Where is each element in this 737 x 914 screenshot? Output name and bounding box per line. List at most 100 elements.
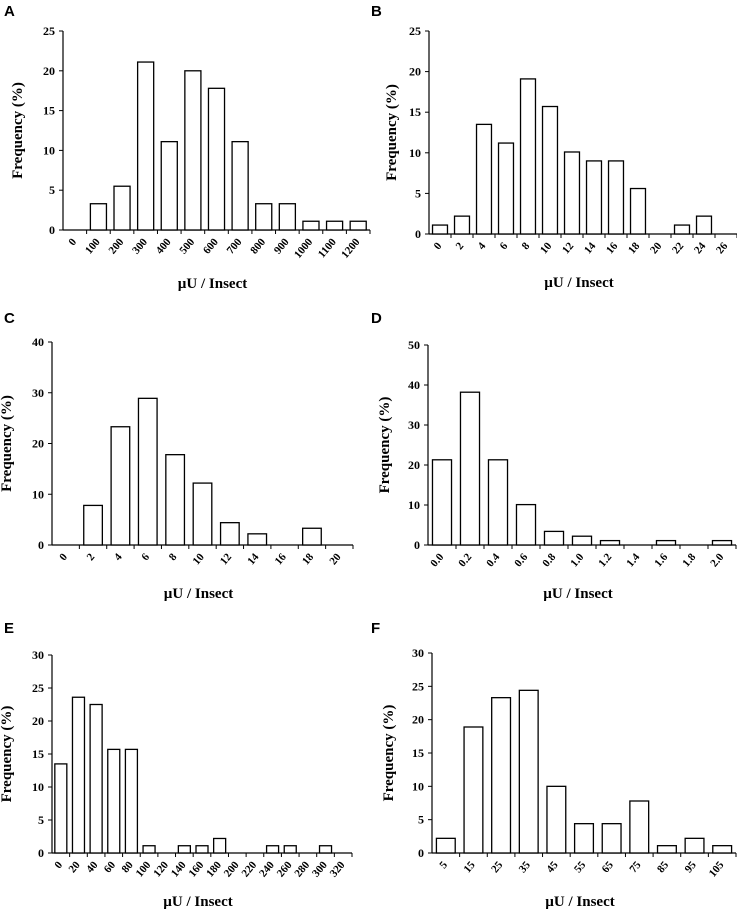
bar	[137, 397, 158, 546]
x-tick-label: 1.4	[624, 551, 642, 570]
x-tick-label: 18	[626, 240, 643, 257]
bar	[255, 203, 273, 231]
bar	[546, 785, 567, 854]
x-tick-label: 260	[275, 859, 295, 880]
y-tick-label: 5	[49, 183, 55, 197]
bar	[283, 845, 297, 854]
x-tick-label: 18	[300, 551, 317, 568]
panel-letter: B	[371, 3, 382, 20]
x-tick-label: 220	[239, 859, 259, 880]
x-tick-label: 300	[130, 236, 150, 257]
bar	[571, 535, 593, 546]
x-axis-title: µU / Insect	[163, 894, 232, 910]
bar	[124, 748, 139, 854]
y-tick-label: 20	[412, 713, 424, 727]
x-tick-label: 10	[538, 240, 555, 257]
bar	[177, 845, 192, 854]
x-tick-label: 2	[85, 551, 98, 563]
panel-letter: F	[371, 620, 380, 637]
x-tick-label: 2.0	[708, 551, 726, 570]
x-tick-label: 45	[544, 859, 561, 876]
x-tick-label: 1.8	[680, 551, 698, 570]
bar	[541, 105, 559, 235]
panel-letter: A	[4, 3, 15, 20]
x-tick-label: 6	[498, 240, 511, 252]
x-tick-label: 200	[222, 859, 242, 880]
bar	[184, 70, 202, 231]
bar	[515, 503, 537, 546]
x-tick-label: 0	[57, 551, 70, 563]
y-tick-label: 25	[32, 681, 44, 695]
x-tick-label: 20	[648, 240, 665, 257]
x-tick-label: 20	[327, 551, 344, 568]
chart-panel-d: D 0 10 20 30 40 50 0.0 0.2 0.4 0.6 0.8 1.0 1.2 1.4 1.6 1…	[371, 310, 737, 602]
y-tick-label: 30	[32, 386, 44, 400]
bar	[475, 123, 493, 235]
x-tick-label: 16	[273, 551, 290, 568]
x-tick-label: 105	[707, 859, 727, 880]
y-axis-title: Frequency (%)	[381, 705, 397, 802]
y-tick-label: 10	[409, 146, 421, 160]
y-tick-label: 10	[408, 498, 420, 512]
x-tick-label: 85	[655, 859, 672, 876]
x-tick-label: 1100	[316, 236, 339, 260]
x-tick-label: 100	[83, 236, 103, 257]
x-axis-title: µU / Insect	[543, 586, 612, 602]
x-tick-label: 22	[670, 240, 687, 257]
x-tick-label: 140	[169, 859, 189, 880]
x-tick-label: 300	[310, 859, 330, 880]
bar	[192, 482, 213, 546]
x-tick-label: 5	[437, 859, 450, 871]
bar	[318, 845, 333, 854]
bar	[673, 224, 691, 235]
bar	[83, 504, 103, 546]
x-tick-label: 15	[461, 859, 478, 876]
bar	[89, 203, 108, 231]
x-tick-label: 14	[582, 240, 599, 257]
x-tick-label: 20	[67, 859, 84, 876]
y-tick-label: 30	[412, 646, 424, 660]
x-tick-label: 160	[186, 859, 206, 880]
x-tick-label: 14	[245, 551, 262, 568]
x-tick-label: 2	[454, 240, 467, 252]
bar	[601, 823, 622, 854]
x-tick-label: 16	[604, 240, 621, 257]
bar	[431, 224, 449, 235]
x-tick-label: 700	[225, 236, 245, 257]
y-tick-label: 10	[32, 487, 44, 501]
bar	[712, 845, 733, 854]
x-tick-label: 4	[112, 551, 125, 563]
y-tick-label: 25	[43, 24, 55, 38]
x-tick-label: 1.2	[596, 551, 614, 570]
bar	[518, 689, 539, 854]
y-tick-label: 10	[412, 779, 424, 793]
bar	[607, 160, 625, 235]
bar	[110, 426, 131, 546]
panel-letter: D	[371, 310, 382, 327]
bar	[655, 539, 677, 546]
y-tick-label: 20	[32, 714, 44, 728]
bar	[219, 522, 240, 546]
bar	[563, 151, 581, 235]
x-tick-label: 8	[520, 240, 533, 252]
chart-panel-f: F 0 5 10 15 20 25 30 5 15 25 35 45 55 65 75 85 95 105 Frequ…	[371, 620, 737, 910]
bar	[453, 215, 471, 235]
x-tick-label: 4	[476, 240, 489, 252]
x-tick-label: 100	[134, 859, 154, 880]
bar	[89, 703, 103, 854]
x-tick-label: 75	[627, 859, 644, 876]
x-tick-label: 500	[177, 236, 197, 257]
x-tick-label: 0.6	[512, 551, 530, 570]
x-tick-label: 10	[191, 551, 208, 568]
x-tick-label: 8	[167, 551, 180, 563]
y-tick-label: 0	[38, 538, 44, 552]
x-tick-label: 55	[572, 859, 589, 876]
x-tick-label: 0.8	[540, 551, 558, 570]
bar	[302, 527, 322, 546]
x-tick-label: 65	[600, 859, 617, 876]
y-axis-title: Frequency (%)	[0, 706, 15, 803]
x-tick-label: 95	[683, 859, 700, 876]
x-tick-label: 800	[248, 236, 268, 257]
